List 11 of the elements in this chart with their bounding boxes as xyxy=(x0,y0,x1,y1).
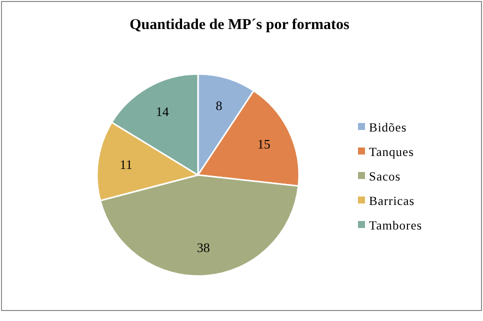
data-label: 15 xyxy=(257,136,270,152)
legend-label: Sacos xyxy=(369,169,401,184)
data-label: 38 xyxy=(196,240,210,256)
legend-label: Tanques xyxy=(369,144,414,159)
data-label: 14 xyxy=(156,104,170,120)
chart-title: Quantidade de MP´s por formatos xyxy=(130,17,350,33)
data-label: 11 xyxy=(120,156,132,172)
legend-label: Tambores xyxy=(369,218,422,232)
data-label: 8 xyxy=(216,98,222,113)
legend-label: Barricas xyxy=(369,194,415,208)
legend-label: Bidões xyxy=(369,120,407,134)
